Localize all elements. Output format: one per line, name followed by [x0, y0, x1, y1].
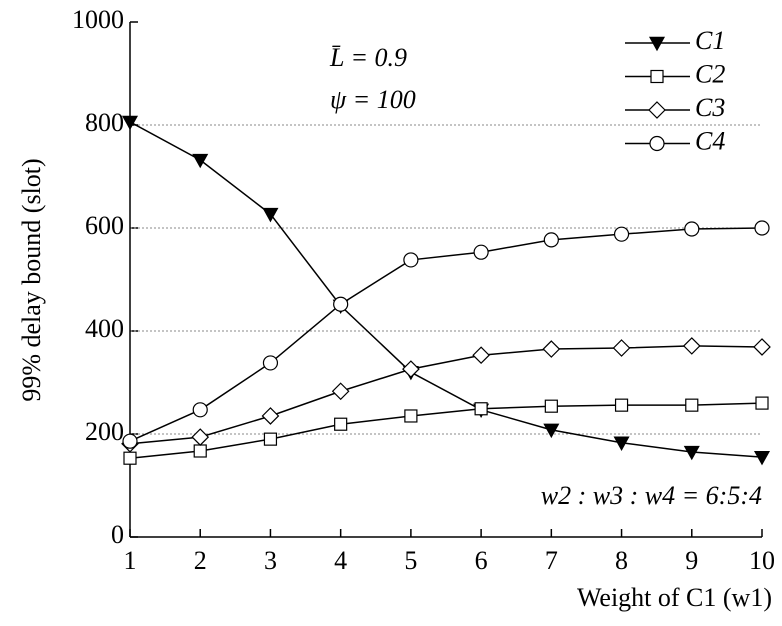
- legend-marker: [650, 69, 664, 84]
- data-point: [121, 115, 139, 131]
- data-point: [685, 398, 699, 412]
- data-point: [544, 399, 558, 413]
- x-tick-label: 5: [404, 546, 417, 575]
- x-tick-label: 3: [264, 546, 277, 575]
- y-tick-label: 600: [85, 211, 124, 240]
- annotation: w2 : w3 : w4 = 6:5:4: [541, 481, 762, 510]
- series-line: [129, 227, 763, 442]
- data-point: [613, 436, 630, 451]
- y-tick-label: 200: [85, 417, 124, 446]
- data-point: [472, 346, 490, 365]
- x-tick-label: 6: [475, 546, 488, 575]
- x-tick-label: 7: [545, 546, 558, 575]
- data-point: [753, 450, 771, 466]
- data-point: [192, 153, 209, 169]
- y-tick-label: 1000: [72, 5, 124, 34]
- data-point: [192, 402, 208, 418]
- data-point: [191, 428, 210, 446]
- data-point: [403, 252, 419, 268]
- legend-marker: [648, 36, 666, 52]
- data-point: [684, 221, 700, 237]
- data-point: [333, 296, 349, 312]
- x-tick-label: 4: [334, 546, 347, 575]
- legend-label: C4: [695, 126, 725, 155]
- data-point: [543, 232, 559, 248]
- x-tick-label: 10: [749, 546, 775, 575]
- x-tick-label: 2: [194, 546, 207, 575]
- data-point: [754, 220, 770, 236]
- legend-marker: [649, 135, 665, 152]
- y-tick-label: 800: [85, 108, 124, 137]
- series-line: [129, 121, 763, 458]
- data-point: [473, 244, 489, 260]
- data-point: [753, 338, 771, 356]
- data-point: [402, 360, 420, 378]
- y-axis-label: 99% delay bound (slot): [17, 158, 46, 401]
- data-point: [755, 396, 769, 410]
- y-tick-label: 0: [111, 520, 124, 549]
- data-point: [683, 445, 700, 461]
- data-point: [261, 407, 280, 425]
- data-point: [122, 433, 138, 449]
- annotation: ψ = 100: [330, 85, 416, 114]
- legend-label: C1: [695, 26, 725, 55]
- data-point: [331, 382, 350, 401]
- data-point: [613, 226, 630, 242]
- data-point: [193, 444, 207, 458]
- data-point: [682, 337, 701, 355]
- data-point: [262, 355, 279, 371]
- data-point: [612, 339, 631, 357]
- data-point: [404, 409, 418, 423]
- data-point: [542, 340, 561, 358]
- x-axis-label: Weight of C1 (w1): [577, 583, 772, 612]
- x-tick-label: 9: [685, 546, 698, 575]
- data-point: [334, 417, 348, 431]
- y-tick-label: 400: [85, 314, 124, 343]
- x-tick-label: 8: [615, 546, 628, 575]
- series-line: [129, 345, 763, 445]
- annotation: L̄ = 0.9: [329, 43, 407, 72]
- data-point: [263, 432, 278, 446]
- data-point: [614, 398, 629, 412]
- x-tick-label: 1: [124, 546, 137, 575]
- data-point: [474, 402, 488, 416]
- legend-label: C2: [695, 59, 725, 88]
- data-point: [262, 207, 279, 223]
- series-line: [129, 402, 763, 459]
- data-point: [123, 451, 137, 465]
- legend-label: C3: [695, 93, 725, 122]
- legend-marker: [648, 101, 666, 119]
- data-point: [543, 423, 560, 439]
